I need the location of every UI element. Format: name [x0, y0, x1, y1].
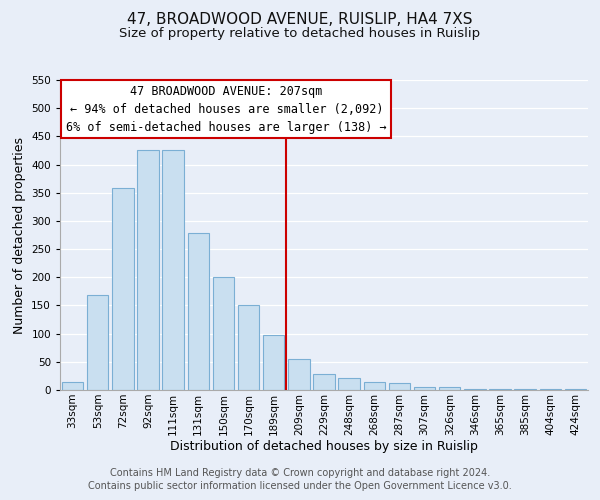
Bar — [213, 278, 234, 390]
Bar — [364, 382, 385, 390]
Bar — [137, 150, 158, 390]
Text: Contains public sector information licensed under the Open Government Licence v3: Contains public sector information licen… — [88, 481, 512, 491]
Bar — [112, 188, 134, 390]
Bar — [439, 387, 460, 390]
Text: Size of property relative to detached houses in Ruislip: Size of property relative to detached ho… — [119, 28, 481, 40]
Bar — [263, 335, 284, 390]
Bar — [464, 389, 485, 390]
Bar — [338, 378, 360, 390]
Bar — [188, 234, 209, 390]
Y-axis label: Number of detached properties: Number of detached properties — [13, 136, 26, 334]
Text: 47 BROADWOOD AVENUE: 207sqm
← 94% of detached houses are smaller (2,092)
6% of s: 47 BROADWOOD AVENUE: 207sqm ← 94% of det… — [66, 84, 386, 134]
Bar — [313, 374, 335, 390]
Bar — [288, 359, 310, 390]
Bar — [87, 296, 109, 390]
Text: 47, BROADWOOD AVENUE, RUISLIP, HA4 7XS: 47, BROADWOOD AVENUE, RUISLIP, HA4 7XS — [127, 12, 473, 28]
Bar — [490, 389, 511, 390]
X-axis label: Distribution of detached houses by size in Ruislip: Distribution of detached houses by size … — [170, 440, 478, 454]
Text: Contains HM Land Registry data © Crown copyright and database right 2024.: Contains HM Land Registry data © Crown c… — [110, 468, 490, 477]
Bar — [414, 387, 435, 390]
Bar — [62, 382, 83, 390]
Bar — [163, 150, 184, 390]
Bar — [389, 382, 410, 390]
Bar — [238, 306, 259, 390]
